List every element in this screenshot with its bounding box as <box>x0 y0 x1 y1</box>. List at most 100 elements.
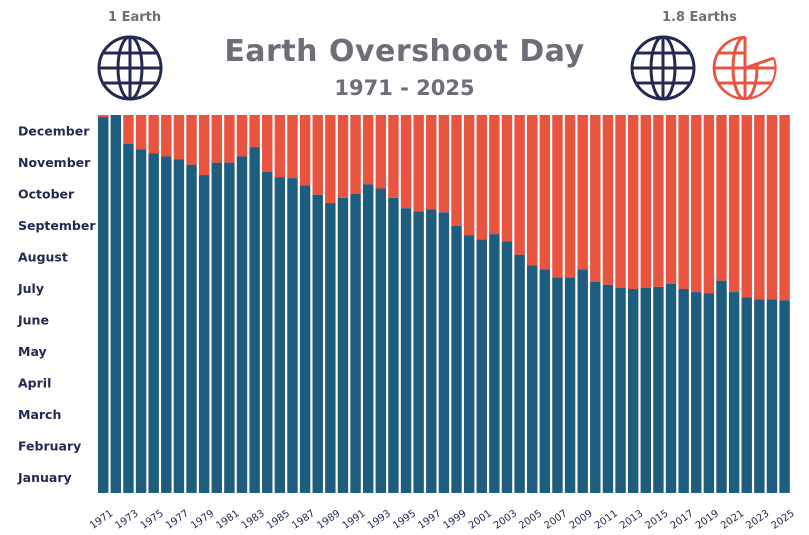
bar-1974 <box>135 149 147 493</box>
overshoot-bar-1991 <box>350 115 361 194</box>
bar-2014 <box>640 287 651 493</box>
overshoot-bar-2013 <box>627 115 639 289</box>
overshoot-bar-1975 <box>148 115 159 154</box>
bar-2002 <box>489 234 500 493</box>
bar-1972 <box>110 115 122 493</box>
bar-2021 <box>728 292 740 493</box>
overshoot-bar-2006 <box>539 115 551 270</box>
overshoot-bar-1988 <box>312 115 323 195</box>
bar-2019 <box>703 293 715 493</box>
x-tick-label: 2007 <box>542 508 569 532</box>
y-tick-label: May <box>18 344 47 359</box>
overshoot-bar-2007 <box>552 115 563 278</box>
bar-1988 <box>312 194 323 494</box>
bar-1981 <box>224 162 235 493</box>
overshoot-bar-1997 <box>426 115 437 210</box>
bar-2023 <box>754 299 765 493</box>
overshoot-bar-2014 <box>640 115 651 288</box>
overshoot-bar-1977 <box>173 115 185 160</box>
overshoot-bar-2021 <box>728 115 740 293</box>
overshoot-bar-1981 <box>224 115 235 163</box>
bar-1996 <box>413 211 424 493</box>
overshoot-bar-2024 <box>766 115 778 300</box>
bar-2020 <box>716 280 727 493</box>
overshoot-bar-1996 <box>413 115 424 212</box>
overshoot-bar-2000 <box>463 115 475 236</box>
page-title: Earth Overshoot Day <box>224 34 585 69</box>
overshoot-bar-2002 <box>489 115 500 235</box>
overshoot-bar-2023 <box>754 115 765 300</box>
bar-1976 <box>161 156 172 494</box>
overshoot-bar-1993 <box>375 115 387 189</box>
y-tick-label: April <box>18 375 51 390</box>
x-tick-label: 1985 <box>265 508 292 532</box>
overshoot-bar-1976 <box>161 115 172 157</box>
bar-1980 <box>211 162 222 493</box>
bar-1983 <box>249 147 260 493</box>
x-tick-label: 1997 <box>416 508 443 532</box>
bar-1997 <box>426 209 437 494</box>
bar-2003 <box>501 241 513 493</box>
overshoot-bar-1992 <box>362 115 374 185</box>
x-tick-label: 2017 <box>669 508 696 532</box>
bar-1977 <box>173 159 185 493</box>
overshoot-bar-1989 <box>325 115 336 204</box>
x-tick-label: 2021 <box>719 508 746 532</box>
globe-icon <box>97 35 163 101</box>
bar-1978 <box>186 164 197 493</box>
overshoot-bar-2004 <box>514 115 525 255</box>
overshoot-bar-2009 <box>577 115 588 270</box>
bar-2007 <box>552 277 563 493</box>
y-tick-label: July <box>17 281 44 296</box>
bar-2004 <box>514 254 525 493</box>
overshoot-bar-2008 <box>564 115 576 278</box>
overshoot-bar-2012 <box>615 115 626 288</box>
x-tick-label: 2025 <box>770 508 797 532</box>
overshoot-bar-1990 <box>337 115 349 198</box>
x-tick-label: 2015 <box>643 508 670 532</box>
one-point-eight-earths-label: 1.8 Earths <box>662 10 737 25</box>
overshoot-bar-1994 <box>388 115 399 198</box>
x-tick-label: 2023 <box>744 508 771 532</box>
bar-2015 <box>653 286 664 493</box>
x-tick-label: 2011 <box>593 508 620 532</box>
x-tick-label: 2013 <box>618 508 645 532</box>
overshoot-bar-1978 <box>186 115 197 165</box>
partial-globe-icon <box>712 35 777 100</box>
bar-2013 <box>627 288 639 493</box>
bar-1994 <box>388 197 399 493</box>
overshoot-bar-1985 <box>274 115 286 178</box>
overshoot-bar-1986 <box>287 115 298 179</box>
overshoot-bar-1971 <box>98 115 109 118</box>
bar-2008 <box>564 277 576 493</box>
y-tick-label: December <box>18 123 90 138</box>
x-tick-label: 1995 <box>391 508 418 532</box>
bar-2018 <box>691 292 702 493</box>
y-tick-label: August <box>18 249 68 264</box>
bar-2012 <box>615 287 626 493</box>
bar-1998 <box>438 212 450 493</box>
x-tick-label: 2005 <box>517 508 544 532</box>
overshoot-bar-2015 <box>653 115 664 287</box>
overshoot-bar-1987 <box>299 115 311 186</box>
x-tick-label: 2009 <box>568 508 595 532</box>
globe-icon <box>630 35 696 101</box>
bar-1991 <box>350 193 361 493</box>
overshoot-bar-1982 <box>236 115 248 157</box>
page-subtitle: 1971 - 2025 <box>334 76 475 100</box>
bar-1973 <box>123 144 134 493</box>
one-earth-label: 1 Earth <box>108 10 162 25</box>
x-tick-label: 1975 <box>139 508 166 532</box>
overshoot-bar-1979 <box>198 115 210 176</box>
overshoot-bar-2019 <box>703 115 715 294</box>
x-tick-label: 1999 <box>442 508 469 532</box>
x-tick-label: 1993 <box>366 508 393 532</box>
overshoot-bar-2018 <box>691 115 702 293</box>
overshoot-bar-1983 <box>249 115 260 148</box>
bar-1985 <box>274 177 286 493</box>
bar-1971 <box>98 117 109 493</box>
overshoot-bar-1984 <box>262 115 273 172</box>
x-tick-label: 1973 <box>113 508 140 532</box>
overshoot-bar-2025 <box>779 115 790 301</box>
